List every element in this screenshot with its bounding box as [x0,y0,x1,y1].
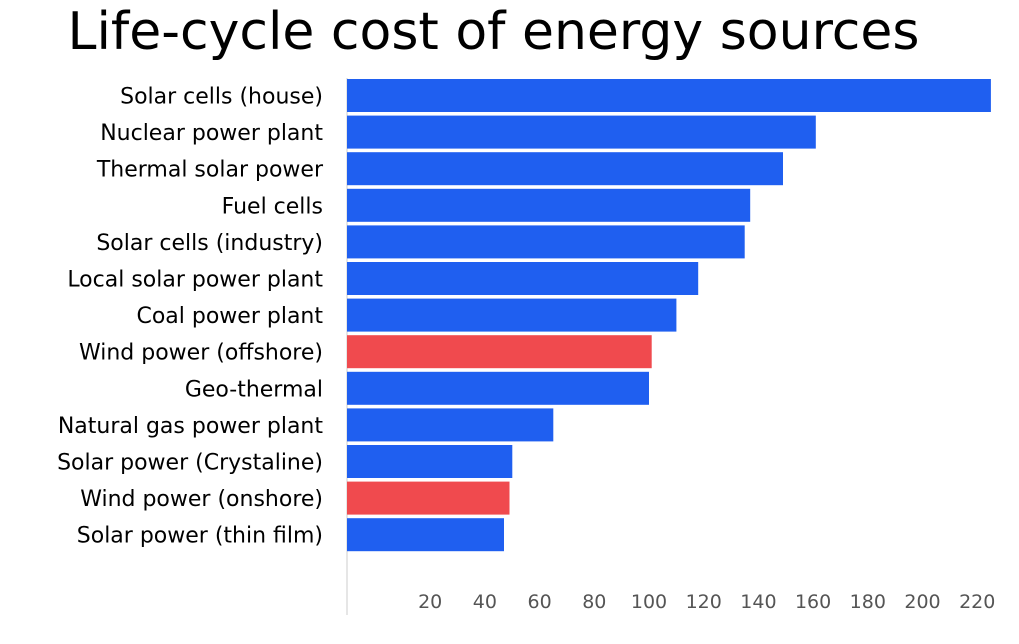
x-tick-label: 60 [528,591,552,613]
bar [347,408,554,442]
x-tick-label: 160 [795,591,831,613]
category-label: Local solar power plant [67,268,323,293]
x-axis-ticks: 20 40 60 80 100 120 140 160 180 200 220 [418,591,995,613]
bar [347,371,649,405]
x-tick-label: 100 [631,591,667,613]
category-label: Nuclear power plant [100,121,323,146]
bar [347,262,699,295]
x-tick-label: 80 [582,591,606,613]
bar [347,481,510,515]
category-label: Natural gas power plant [58,414,324,439]
category-label: Solar power (Crystaline) [57,451,323,476]
chart-title: Life-cycle cost of energy sources [67,2,920,62]
x-tick-label: 180 [850,591,886,613]
category-label: Solar cells (industry) [96,231,323,256]
x-tick-label: 120 [686,591,722,613]
category-label: Solar cells (house) [120,85,323,110]
category-label: Wind power (onshore) [80,487,323,512]
bar [347,518,504,552]
bar [347,298,677,332]
category-label: Fuel cells [222,194,323,219]
category-label: Solar power (thin film) [77,524,323,549]
category-labels: Solar cells (house) Nuclear power plant Th… [57,85,324,549]
x-tick-label: 200 [904,591,940,613]
x-tick-label: 220 [959,591,995,613]
bar [347,335,652,369]
category-label: Geo-thermal [185,377,323,402]
category-label: Coal power plant [136,304,323,329]
bar [347,188,751,222]
bar [347,445,513,478]
bar [347,115,816,149]
bar [347,79,991,112]
category-label: Wind power (offshore) [79,341,323,366]
bar [347,152,783,186]
x-tick-label: 40 [473,591,497,613]
bar [347,225,745,259]
x-tick-label: 20 [418,591,442,613]
category-label: Thermal solar power [96,158,324,183]
x-tick-label: 140 [740,591,776,613]
bars-group [347,79,991,552]
